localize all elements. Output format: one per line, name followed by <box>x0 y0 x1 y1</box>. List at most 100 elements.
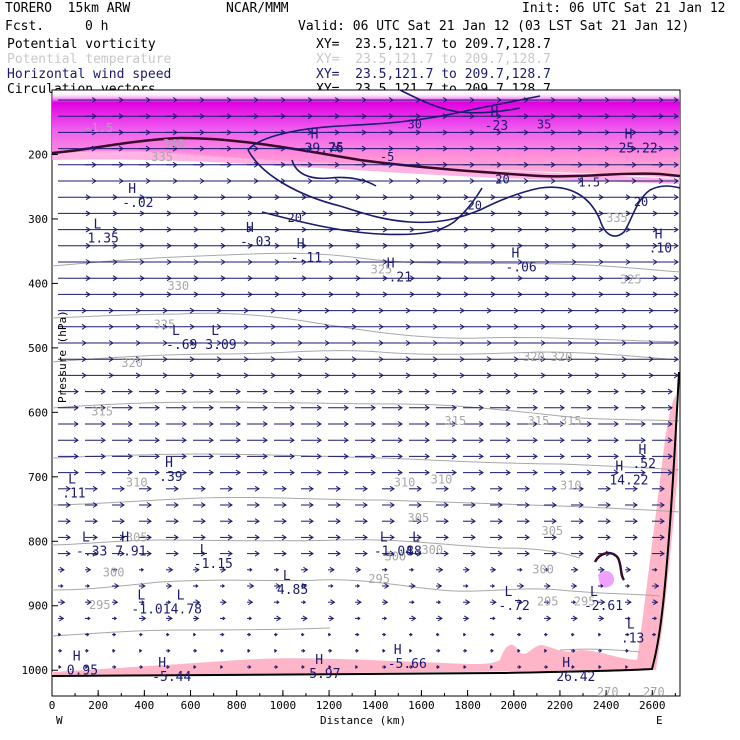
vector-head <box>478 453 484 460</box>
vector-head <box>389 534 395 541</box>
vector-head <box>86 584 91 588</box>
extremum-kind: L <box>505 585 513 600</box>
wind-contours <box>247 90 680 237</box>
vector-head <box>545 567 550 572</box>
vector-head <box>673 372 679 379</box>
pv-shading-mountain <box>636 395 678 670</box>
vector-head <box>505 469 511 476</box>
vector-head <box>478 404 484 411</box>
extremum-value: -2.61 <box>584 599 623 614</box>
vector-head <box>497 534 503 541</box>
vector-head <box>357 616 361 621</box>
vector-head <box>316 388 322 395</box>
vector-head <box>491 584 496 588</box>
extremum-kind: H <box>387 256 395 271</box>
wind-speed-label: 1.5 <box>578 176 600 190</box>
vector-head <box>605 502 611 508</box>
vector-head <box>416 485 422 492</box>
extremum-kind: L <box>412 530 420 545</box>
vector-head <box>370 453 376 460</box>
circulation-vectors <box>58 97 679 669</box>
wind-speed-label: 30 <box>408 118 422 132</box>
vector-head <box>65 534 71 541</box>
theta-label: 330 <box>167 279 189 293</box>
extremum-kind: L <box>137 588 145 603</box>
vector-head <box>200 550 206 557</box>
vector-head <box>60 584 64 588</box>
vector-head <box>451 421 457 427</box>
vector-head <box>308 485 314 492</box>
vector-head <box>146 485 152 492</box>
vector-head <box>424 469 430 476</box>
vector-head <box>248 632 252 637</box>
vector-head <box>221 584 226 588</box>
extremum-value: 26.42 <box>556 670 595 685</box>
extremum-value: .13 <box>621 631 644 646</box>
vector-head <box>281 518 287 525</box>
vector-head <box>195 599 201 606</box>
vector-head <box>200 502 206 508</box>
vector-head <box>227 550 233 557</box>
theta-label: 325 <box>371 263 393 277</box>
vector-head <box>443 534 449 541</box>
vector-head <box>653 632 657 637</box>
terrain-line <box>51 371 680 677</box>
extremum-value: 29.76 <box>305 141 344 156</box>
extremum-kind: H <box>638 443 646 458</box>
vector-head <box>451 437 457 444</box>
vector-head <box>600 599 606 606</box>
vector-head <box>275 665 279 669</box>
vector-head <box>181 453 187 460</box>
vector-head <box>362 485 368 492</box>
extremum-kind: H <box>128 182 136 197</box>
vector-head <box>673 323 679 330</box>
vector-head <box>667 388 673 395</box>
vector-head <box>335 485 341 492</box>
vector-head <box>92 502 98 508</box>
vector-head <box>532 421 538 427</box>
extremum-value: -.02 <box>122 196 153 211</box>
y-axis-label: Pressure (hPa) <box>56 310 69 403</box>
vector-head <box>330 599 336 606</box>
vector-head <box>208 469 214 476</box>
x-tick-label: 1400 <box>362 699 389 712</box>
init-time: Init: 06 UTC Sat 21 Jan 12 <box>522 1 726 16</box>
vector-head <box>411 600 415 605</box>
vector-head <box>100 437 106 444</box>
vector-head <box>141 600 145 605</box>
vector-head <box>356 599 362 606</box>
vector-head <box>551 485 557 492</box>
vector-head <box>632 550 638 557</box>
vector-head <box>220 648 224 653</box>
vector-head <box>335 534 341 541</box>
vector-head <box>274 648 278 653</box>
vector-head <box>397 437 403 444</box>
vector-head <box>497 518 503 525</box>
vector-head <box>673 291 679 298</box>
theta-label: 300 <box>421 543 443 557</box>
vector-head <box>505 421 511 427</box>
vector-head <box>308 550 314 557</box>
extremum-value: 4.78 <box>171 602 202 617</box>
vector-head <box>389 518 395 525</box>
extremum-value: -.72 <box>499 599 530 614</box>
vector-head <box>370 388 376 395</box>
x-tick-label: 600 <box>181 699 201 712</box>
vector-head <box>289 453 295 460</box>
vector-head <box>490 648 494 653</box>
extremum-value: 25.22 <box>619 141 658 156</box>
vector-head <box>73 453 79 460</box>
vector-head <box>281 502 287 508</box>
vector-head <box>235 469 241 476</box>
vector-head <box>572 615 578 622</box>
vector-head <box>505 437 511 444</box>
extremum-kind: L <box>200 543 208 558</box>
vector-head <box>370 421 376 427</box>
theta-label: 295 <box>574 595 596 609</box>
vector-head <box>578 485 584 492</box>
vector-head <box>605 518 611 525</box>
wind-speed-label: 35 <box>537 118 551 132</box>
vector-head <box>227 485 233 492</box>
vector-head <box>328 632 332 637</box>
vector-head <box>343 469 349 476</box>
